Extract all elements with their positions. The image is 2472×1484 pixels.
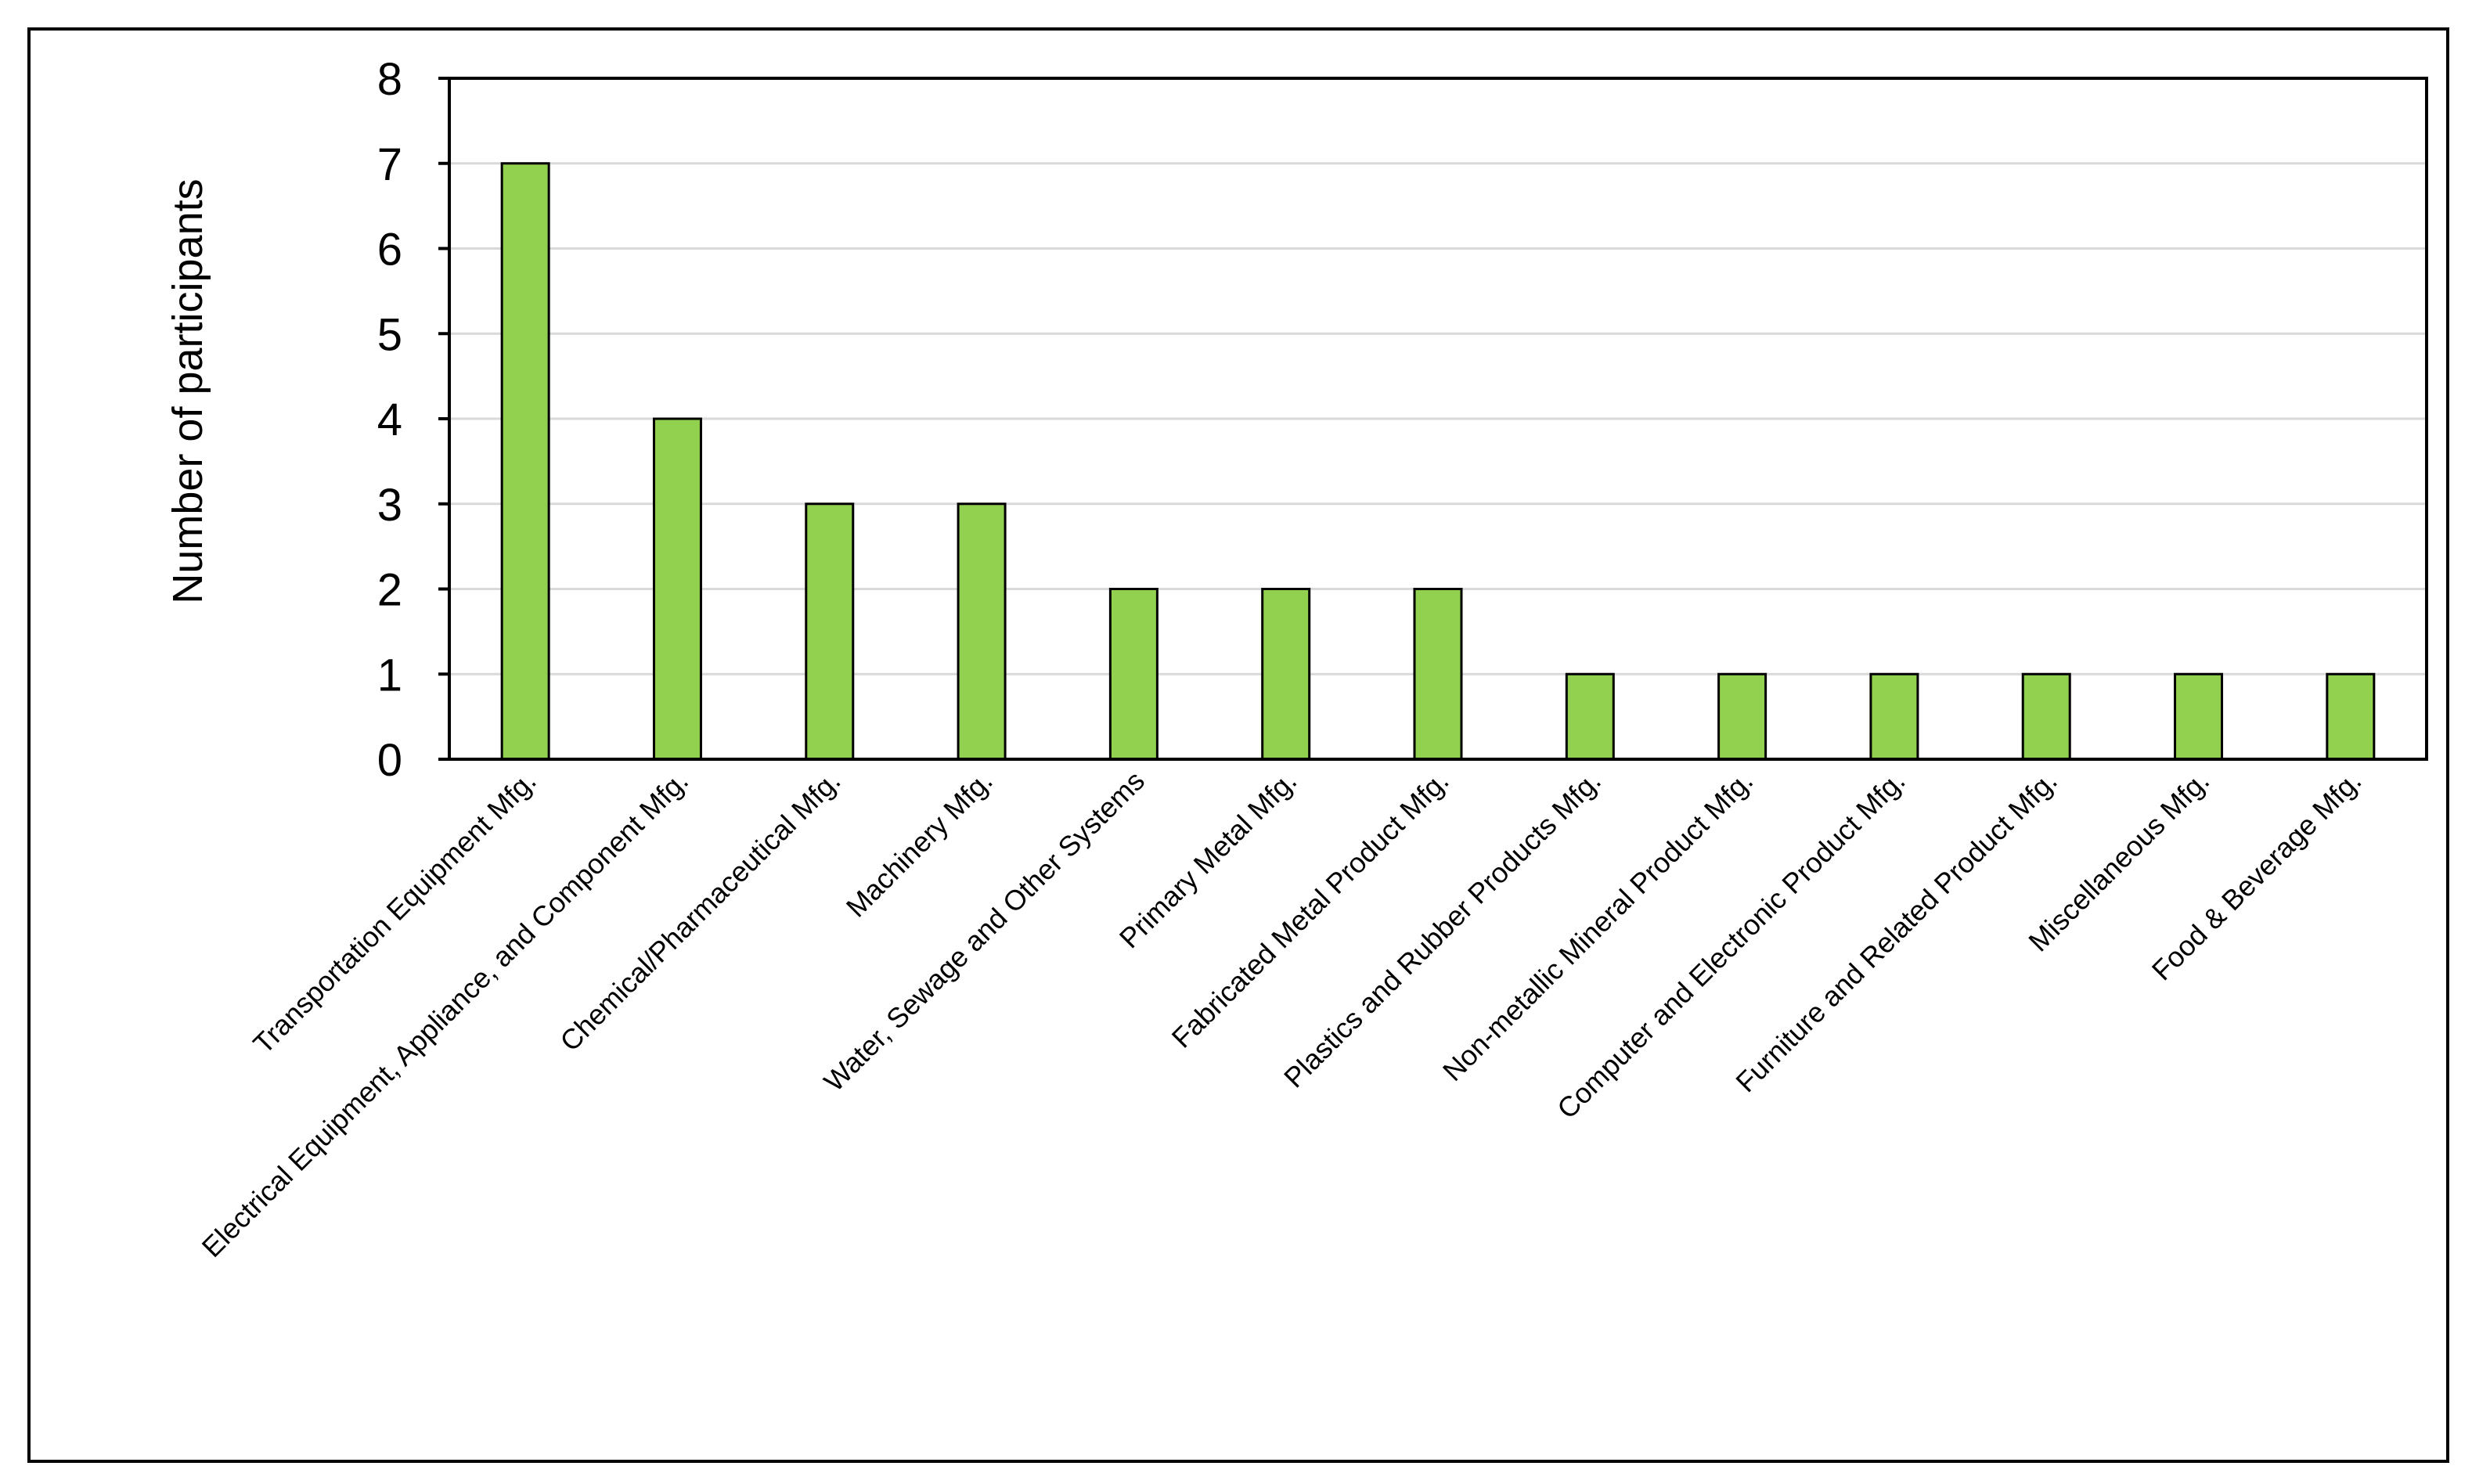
bar xyxy=(1108,588,1159,761)
bar xyxy=(2021,672,2071,761)
y-tick-label: 0 xyxy=(377,735,402,786)
bar xyxy=(1565,672,1615,761)
bar xyxy=(805,502,855,761)
y-tick-label: 3 xyxy=(377,480,402,531)
bar xyxy=(957,502,1007,761)
y-axis-ticks: 0 1 2 3 4 5 6 7 8 xyxy=(377,54,449,786)
bar xyxy=(1413,588,1463,761)
y-tick-label: 8 xyxy=(377,54,402,105)
gridlines xyxy=(449,162,2427,675)
y-axis-title: Number of participants xyxy=(164,178,211,603)
bar xyxy=(2174,672,2224,761)
bar xyxy=(2326,672,2376,761)
bar xyxy=(1717,672,1768,761)
bar xyxy=(652,417,702,761)
y-tick-label: 7 xyxy=(377,139,402,190)
y-tick-label: 2 xyxy=(377,565,402,616)
bar xyxy=(1869,672,1919,761)
bar xyxy=(500,162,550,761)
bars xyxy=(500,162,2376,761)
y-tick-label: 4 xyxy=(377,394,402,445)
bar xyxy=(1261,588,1311,761)
y-tick-label: 5 xyxy=(377,309,402,360)
y-tick-label: 6 xyxy=(377,225,402,276)
y-tick-label: 1 xyxy=(377,650,402,701)
